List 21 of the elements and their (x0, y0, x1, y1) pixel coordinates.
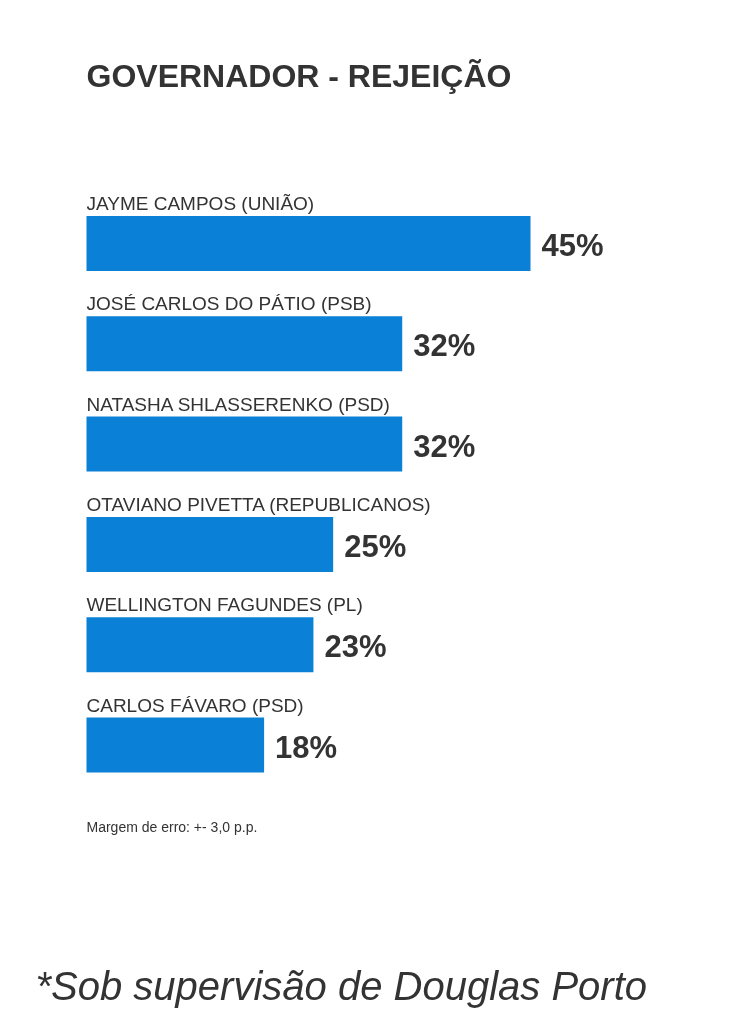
y-tick-label: OTAVIANO PIVETTA (REPUBLICANOS) (86, 493, 431, 515)
chart-title: GOVERNADOR - REJEIÇÃO (86, 57, 512, 94)
text: Margem de erro: +- 3,0 p.p. (86, 818, 258, 835)
data-label: 23% (324, 629, 387, 665)
y-tick-label: NATASHA SHLASSERENKO (PSD) (86, 393, 390, 415)
data-label: 45% (541, 228, 604, 263)
bar (86, 717, 265, 773)
bar (86, 316, 403, 372)
data-label: 32% (413, 428, 476, 464)
y-tick-label: JAYME CAMPOS (UNIÃO) (86, 193, 315, 214)
bar (86, 516, 334, 572)
data-label: 32% (413, 328, 476, 364)
data-label: 18% (275, 729, 338, 765)
bar (86, 216, 531, 271)
bar (86, 617, 314, 673)
text: *Sob supervisão de Douglas Porto (35, 963, 647, 1008)
y-tick-label: CARLOS FÁVARO (PSD) (86, 694, 304, 716)
y-tick-label: WELLINGTON FAGUNDES (PL) (86, 594, 363, 616)
y-tick-label: JOSÉ CARLOS DO PÁTIO (PSB) (86, 293, 372, 315)
data-label: 25% (344, 528, 407, 564)
bar (86, 416, 403, 472)
